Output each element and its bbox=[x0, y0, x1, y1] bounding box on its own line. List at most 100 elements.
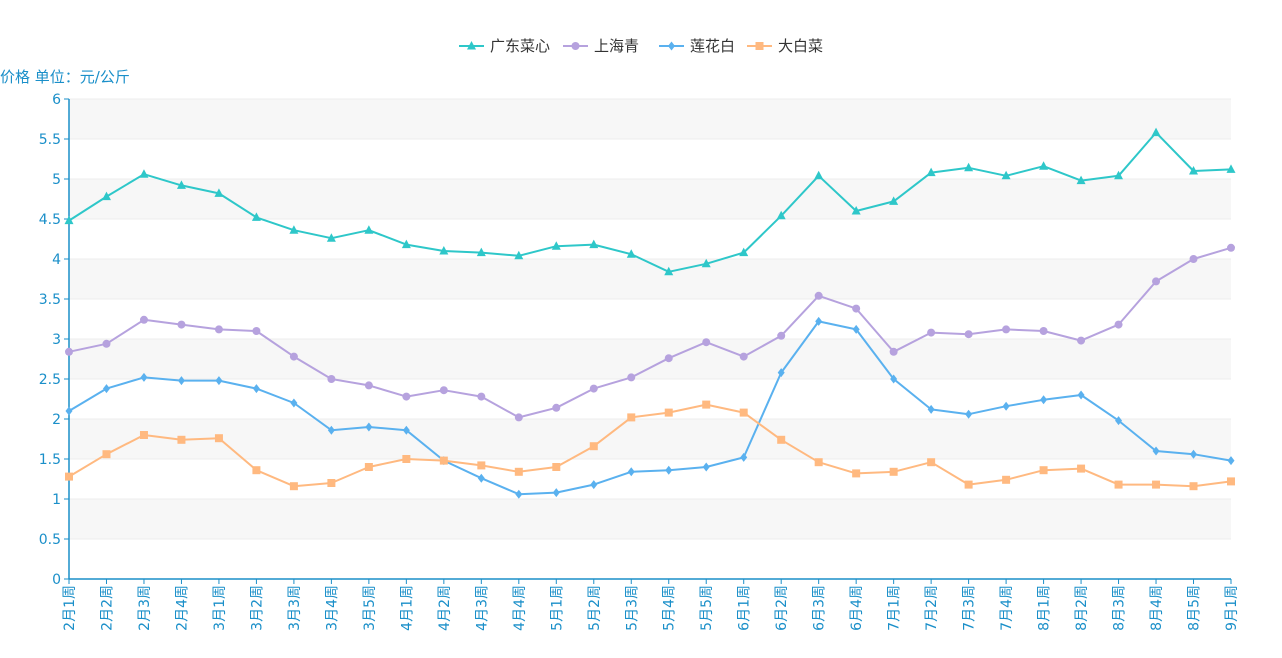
data-point bbox=[402, 392, 411, 401]
grid-band bbox=[69, 419, 1231, 459]
data-point bbox=[664, 266, 674, 276]
data-point bbox=[1077, 464, 1086, 473]
data-point bbox=[1039, 327, 1048, 335]
x-tick-label: 4月1周 bbox=[399, 585, 415, 631]
data-point bbox=[514, 413, 523, 422]
data-point bbox=[552, 463, 561, 471]
data-point bbox=[777, 435, 786, 444]
x-tick-label: 2月1周 bbox=[62, 585, 78, 631]
legend-label: 莲花白 bbox=[690, 37, 735, 55]
data-point bbox=[776, 210, 786, 220]
data-point bbox=[1151, 127, 1161, 137]
x-tick-label: 5月2周 bbox=[587, 585, 603, 631]
data-point bbox=[364, 225, 374, 234]
data-point bbox=[927, 404, 935, 414]
x-tick-label: 8月1周 bbox=[1037, 585, 1053, 631]
data-point bbox=[964, 480, 973, 489]
data-point bbox=[777, 331, 786, 340]
data-point bbox=[739, 247, 749, 257]
x-tick-label: 2月2周 bbox=[99, 585, 115, 631]
data-point bbox=[590, 480, 598, 490]
legend-item: 上海青 bbox=[563, 37, 639, 55]
data-point bbox=[139, 169, 149, 178]
x-tick-label: 8月5周 bbox=[1187, 585, 1203, 631]
data-point bbox=[927, 458, 936, 467]
data-point bbox=[1114, 320, 1123, 329]
x-tick-label: 4月3周 bbox=[474, 585, 490, 631]
data-point bbox=[327, 375, 336, 383]
data-point bbox=[1227, 243, 1235, 252]
x-tick-label: 5月4周 bbox=[662, 585, 678, 631]
data-point bbox=[252, 384, 260, 394]
data-point bbox=[402, 425, 410, 435]
grid-band bbox=[69, 259, 1231, 299]
x-tick-label: 3月3周 bbox=[287, 585, 303, 631]
legend-item: 莲花白 bbox=[659, 37, 735, 55]
data-point bbox=[814, 170, 824, 180]
data-point bbox=[327, 479, 336, 487]
data-point bbox=[514, 467, 523, 476]
data-point bbox=[289, 352, 298, 361]
x-axis-ticks: 2月1周 2月2周 2月3周 2月4周 3月1周 3月2周 3月3周 3月4周 3月5周 4月1周… bbox=[62, 579, 1240, 631]
data-point bbox=[1189, 255, 1198, 263]
x-tick-label: 3月2周 bbox=[249, 585, 265, 631]
y-tick-label: 2 bbox=[52, 412, 61, 428]
series-group bbox=[65, 400, 1235, 491]
y-tick-label: 1.5 bbox=[39, 452, 61, 468]
data-point bbox=[1002, 475, 1011, 484]
data-point bbox=[777, 368, 785, 378]
data-point bbox=[176, 180, 186, 189]
legend-item: 大白菜 bbox=[747, 37, 823, 55]
data-point bbox=[214, 325, 223, 334]
y-tick-label: 4.5 bbox=[39, 212, 61, 228]
data-point bbox=[1227, 456, 1235, 466]
grid-band bbox=[69, 179, 1231, 219]
data-point bbox=[1189, 166, 1199, 175]
series-group bbox=[65, 316, 1235, 499]
data-point bbox=[439, 246, 449, 255]
legend-label: 广东菜心 bbox=[490, 37, 550, 55]
data-point bbox=[739, 352, 748, 361]
data-point bbox=[289, 225, 299, 234]
data-point bbox=[1002, 325, 1011, 334]
grid-band bbox=[69, 99, 1231, 139]
x-tick-label: 3月5周 bbox=[362, 585, 378, 631]
data-point bbox=[215, 376, 223, 386]
data-point bbox=[101, 191, 111, 201]
y-tick-label: 3.5 bbox=[39, 292, 61, 308]
data-point bbox=[514, 250, 524, 260]
data-point bbox=[401, 239, 411, 249]
data-point bbox=[402, 455, 411, 463]
x-tick-label: 7月2周 bbox=[924, 585, 940, 631]
data-point bbox=[668, 41, 675, 51]
y-tick-label: 5.5 bbox=[39, 132, 61, 148]
data-point bbox=[1039, 161, 1049, 170]
data-point bbox=[326, 233, 336, 242]
data-point bbox=[552, 403, 561, 412]
data-point bbox=[1040, 395, 1048, 405]
data-point bbox=[476, 247, 486, 257]
y-tick-label: 0 bbox=[52, 572, 61, 588]
data-point bbox=[889, 467, 898, 476]
series-group bbox=[64, 127, 1236, 276]
data-point bbox=[467, 41, 476, 50]
data-point bbox=[1226, 164, 1236, 173]
x-tick-label: 5月3周 bbox=[624, 585, 640, 631]
data-point bbox=[64, 215, 74, 225]
y-tick-label: 1 bbox=[52, 492, 61, 508]
data-point bbox=[364, 381, 373, 390]
data-point bbox=[515, 489, 523, 499]
y-tick-label: 2.5 bbox=[39, 372, 61, 388]
x-tick-label: 6月1周 bbox=[737, 585, 753, 631]
y-tick-label: 5 bbox=[52, 172, 61, 188]
data-point bbox=[65, 347, 73, 356]
y-tick-label: 4 bbox=[52, 252, 61, 268]
series-line bbox=[68, 246, 1232, 419]
data-point bbox=[852, 324, 860, 334]
data-point bbox=[139, 315, 148, 324]
grid-lines bbox=[69, 98, 1231, 540]
x-tick-label: 2月3周 bbox=[137, 585, 153, 631]
legend: 广东菜心 上海青 莲花白 大白菜 bbox=[459, 37, 823, 55]
data-point bbox=[702, 462, 710, 472]
data-point bbox=[589, 239, 599, 249]
